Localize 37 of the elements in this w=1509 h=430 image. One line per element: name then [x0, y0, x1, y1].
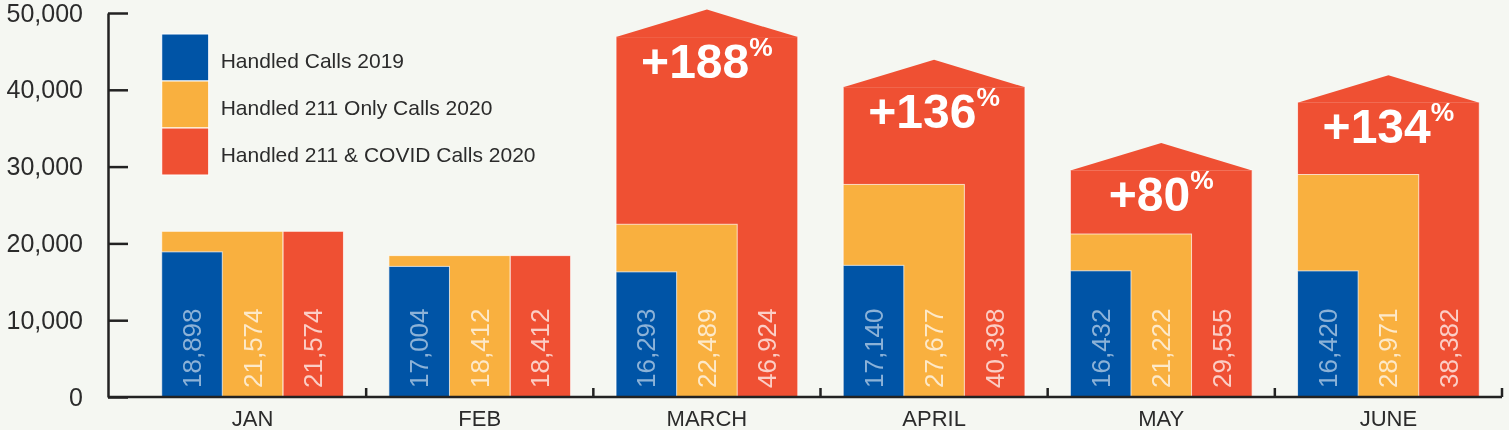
data-label: 21,574	[237, 308, 268, 388]
y-tick-label: 10,000	[6, 305, 83, 334]
data-label: 21,222	[1146, 308, 1177, 388]
data-label: 16,420	[1312, 308, 1343, 388]
data-label: 18,412	[464, 308, 495, 388]
y-tick-label: 40,000	[6, 75, 83, 104]
data-label: 17,004	[404, 308, 435, 388]
data-label: 18,412	[525, 308, 556, 388]
data-label: 16,293	[631, 308, 662, 388]
data-label: 27,677	[919, 308, 950, 388]
annotation: +188$^{%}$	[641, 31, 773, 88]
data-label: 29,555	[1206, 308, 1237, 388]
data-label: 46,924	[752, 308, 783, 388]
x-tick-label: JUNE	[1359, 405, 1418, 430]
y-tick-label: 30,000	[6, 152, 83, 181]
legend-label: Handled 211 & COVID Calls 2020	[220, 142, 536, 165]
legend-label: Handled Calls 2019	[220, 48, 405, 71]
data-label: 40,398	[979, 308, 1010, 388]
data-label: 28,971	[1373, 308, 1404, 388]
y-tick-label: 20,000	[6, 228, 83, 257]
x-tick-label: MAY	[1138, 405, 1185, 430]
x-tick-label: MARCH	[666, 405, 748, 430]
data-label: 38,382	[1433, 308, 1464, 388]
data-label: 22,489	[691, 308, 722, 388]
annotation: +80$^{%}$	[1108, 164, 1214, 222]
data-label: 17,140	[858, 308, 889, 388]
y-tick-label: 0	[69, 382, 83, 411]
data-label: 18,898	[177, 308, 208, 388]
data-label: 21,574	[298, 308, 329, 388]
x-tick-label: FEB	[458, 405, 502, 430]
y-tick-label: 50,000	[6, 0, 83, 27]
annotation: +134$^{%}$	[1322, 97, 1455, 154]
data-label: 16,432	[1085, 308, 1116, 388]
x-tick-label: APRIL	[902, 405, 966, 430]
annotation: +136$^{%}$	[868, 81, 1000, 138]
legend-label: Handled 211 Only Calls 2020	[220, 95, 493, 118]
x-tick-label: JAN	[231, 405, 274, 430]
